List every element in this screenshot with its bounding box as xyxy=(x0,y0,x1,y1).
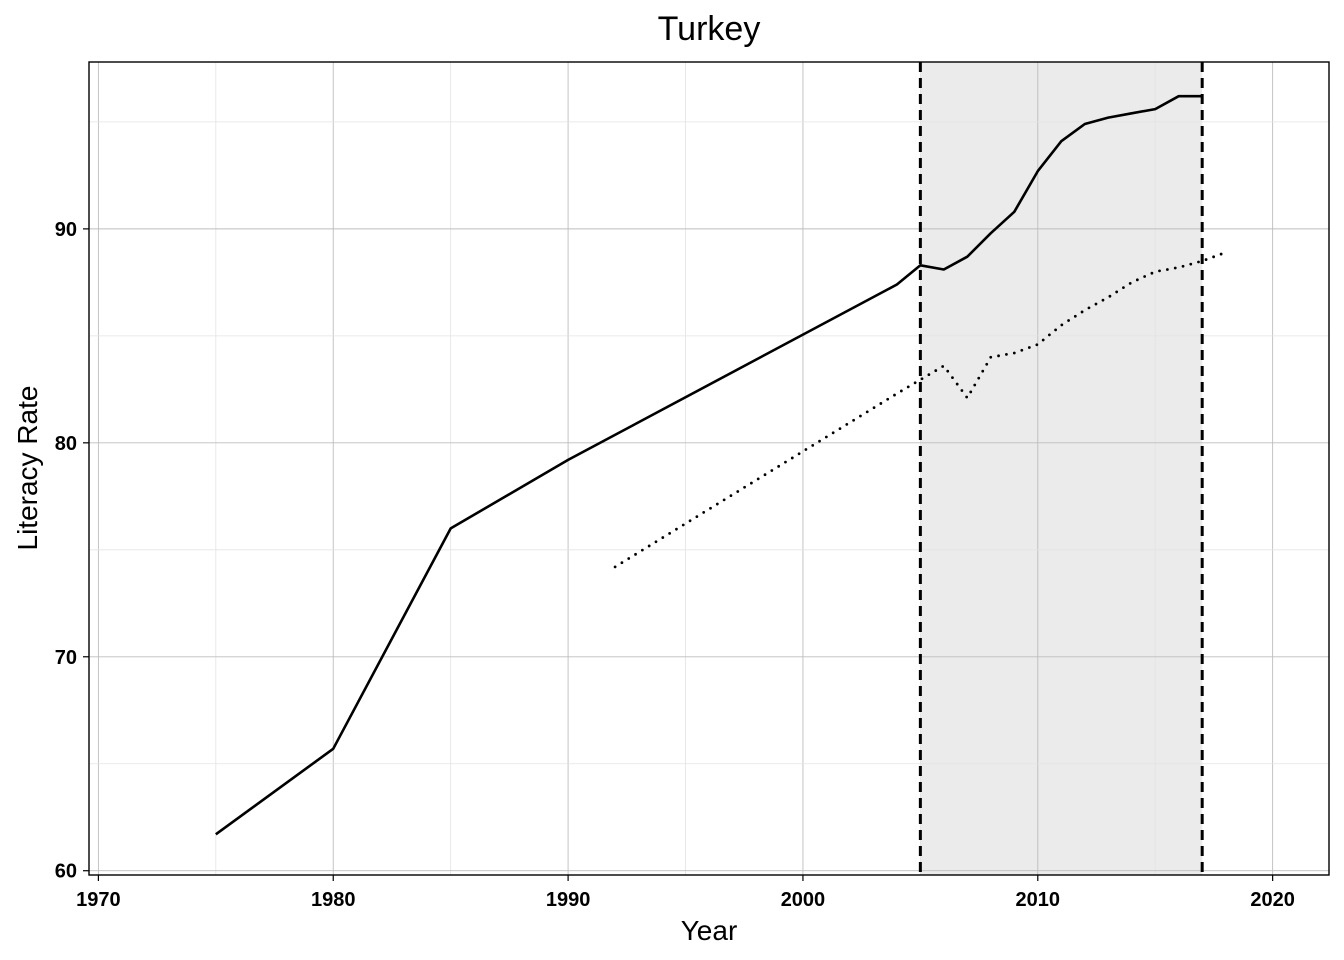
grid-layer xyxy=(89,62,1329,875)
y-tick-label: 90 xyxy=(55,219,77,241)
series-layer xyxy=(215,94,1228,836)
y-tick-label: 80 xyxy=(55,433,77,455)
x-tick-label: 2020 xyxy=(1250,889,1295,911)
y-tick-label: 60 xyxy=(55,861,77,883)
x-tick-label: 1970 xyxy=(76,889,121,911)
y-axis-title: Literacy Rate xyxy=(12,386,43,551)
plot-frame xyxy=(88,61,1330,876)
series-line-dotted xyxy=(613,250,1228,569)
x-axis-title: Year xyxy=(681,915,738,946)
x-tick-label: 1980 xyxy=(311,889,356,911)
y-tick-label: 70 xyxy=(55,647,77,669)
chart-title: Turkey xyxy=(658,10,761,48)
series-line-solid xyxy=(215,94,1203,836)
shaded-region-layer xyxy=(920,62,1203,875)
x-tick-label: 2010 xyxy=(1016,889,1061,911)
vline-layer xyxy=(918,62,1204,875)
tick-layer: 1970 1980 1990 2000 2010 2020 60 70 80 90 xyxy=(55,219,1295,911)
x-tick-label: 2000 xyxy=(781,889,826,911)
shaded-region xyxy=(920,62,1203,875)
x-tick-label: 1990 xyxy=(546,889,591,911)
